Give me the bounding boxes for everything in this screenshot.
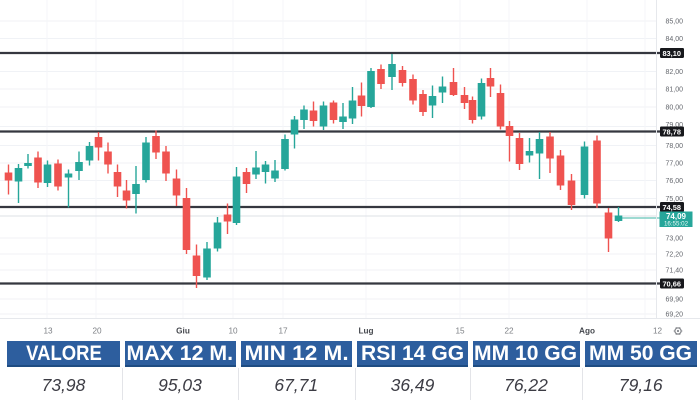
svg-text:71,40: 71,40: [666, 268, 684, 275]
svg-text:72,20: 72,20: [666, 252, 684, 259]
svg-text:12: 12: [653, 327, 663, 336]
svg-text:84,00: 84,00: [666, 36, 684, 43]
svg-text:75,00: 75,00: [666, 196, 684, 203]
svg-text:10: 10: [228, 327, 238, 336]
svg-text:Ago: Ago: [579, 327, 595, 336]
svg-text:16:55:02: 16:55:02: [664, 221, 689, 228]
svg-text:Giu: Giu: [176, 327, 190, 336]
svg-text:80,00: 80,00: [666, 105, 684, 112]
svg-text:74,58: 74,58: [662, 203, 681, 212]
svg-text:70,66: 70,66: [662, 279, 681, 288]
svg-text:69,90: 69,90: [666, 297, 684, 304]
svg-text:76,00: 76,00: [666, 178, 684, 185]
svg-text:82,00: 82,00: [666, 69, 684, 76]
svg-text:17: 17: [278, 327, 288, 336]
svg-text:81,00: 81,00: [666, 87, 684, 94]
svg-text:22: 22: [504, 327, 514, 336]
svg-text:85,00: 85,00: [666, 19, 684, 26]
svg-text:78,78: 78,78: [662, 127, 681, 136]
svg-text:73,00: 73,00: [666, 236, 684, 243]
svg-text:78,00: 78,00: [666, 143, 684, 150]
svg-text:74,09: 74,09: [666, 212, 687, 221]
svg-text:20: 20: [92, 327, 102, 336]
svg-text:83,10: 83,10: [662, 49, 681, 58]
svg-text:Lug: Lug: [358, 327, 373, 336]
svg-text:69,20: 69,20: [666, 312, 684, 319]
svg-text:79,00: 79,00: [666, 122, 684, 129]
svg-text:15: 15: [455, 327, 465, 336]
svg-text:77,00: 77,00: [666, 161, 684, 168]
svg-text:13: 13: [43, 327, 53, 336]
